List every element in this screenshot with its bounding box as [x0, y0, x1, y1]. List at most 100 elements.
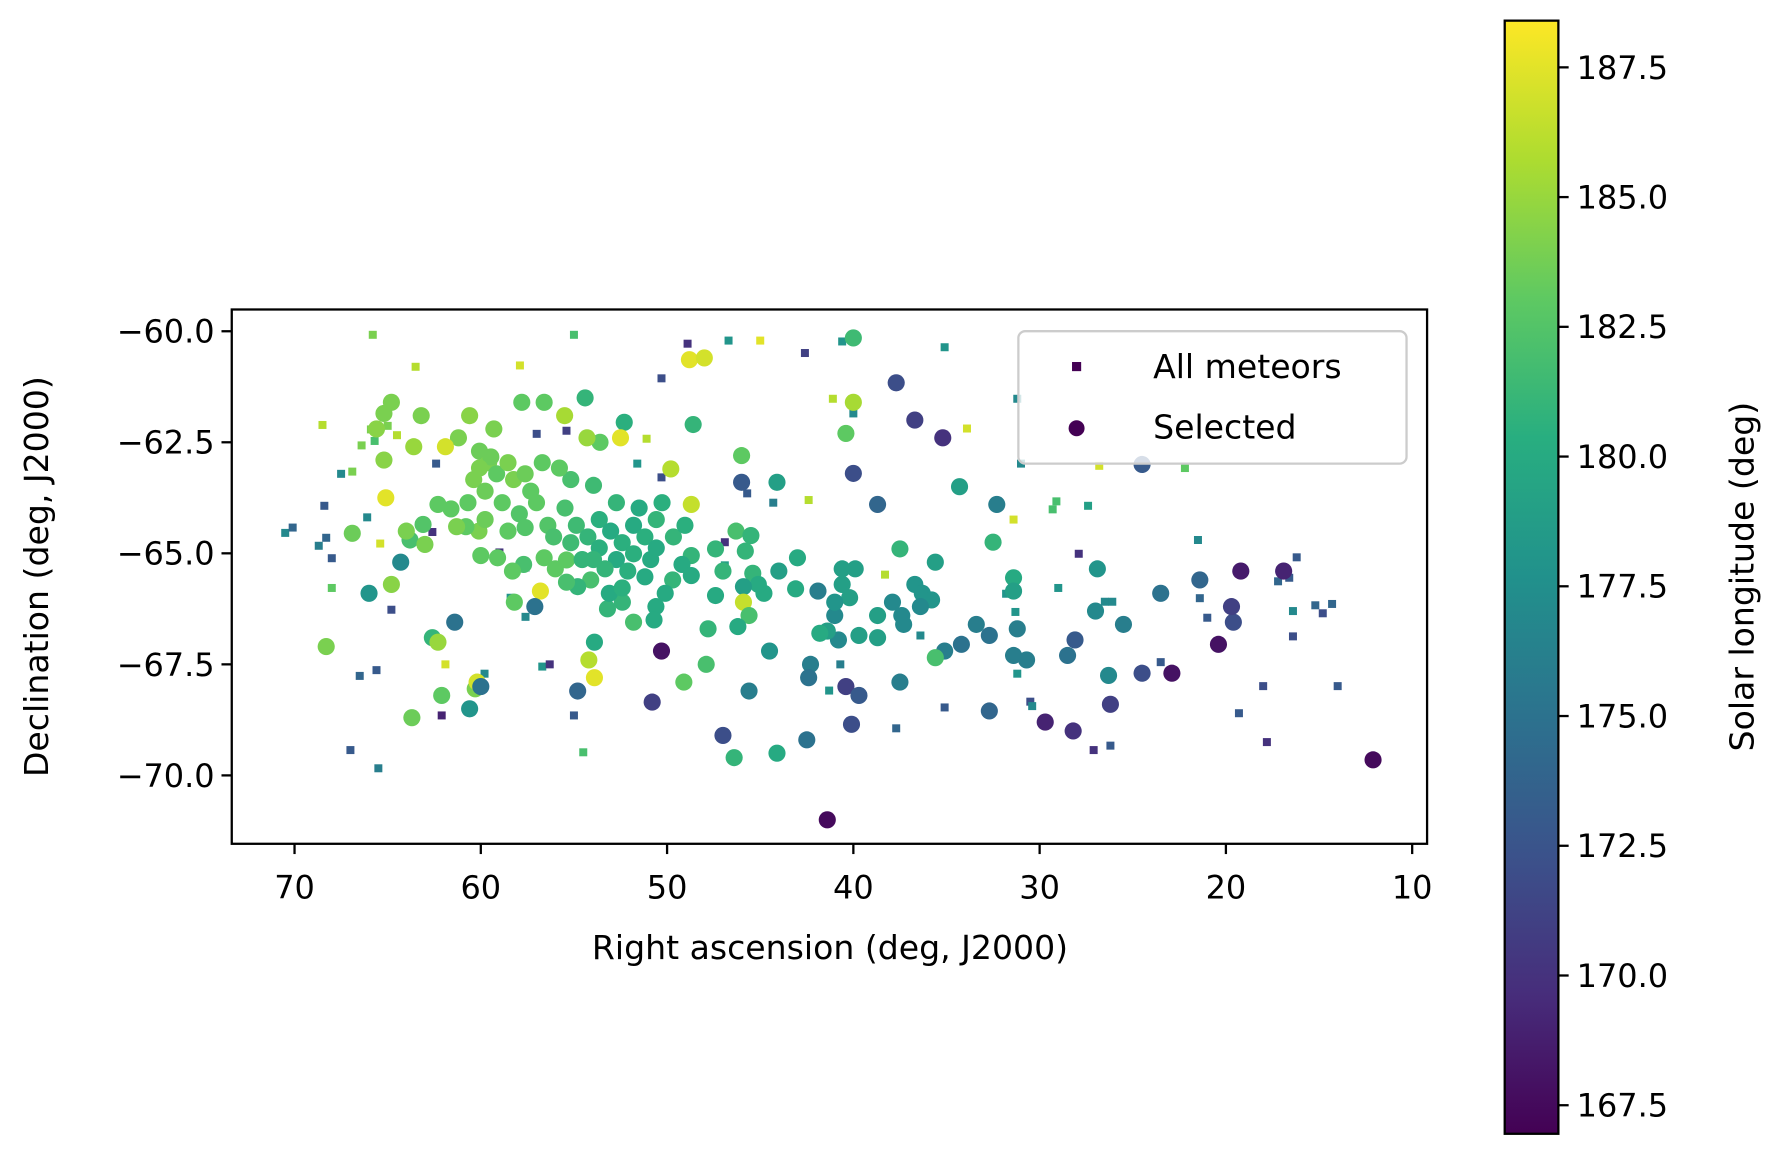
selected-point [493, 494, 511, 512]
selected-point [893, 606, 911, 625]
meteor-point [437, 711, 446, 720]
selected-point [662, 460, 680, 478]
selected-point [499, 522, 517, 540]
selected-point [682, 495, 700, 514]
selected-point [934, 429, 952, 447]
meteor-point [1052, 497, 1061, 506]
y-tick-label: −62.5 [117, 424, 215, 462]
selected-point [343, 524, 361, 542]
meteor-point [372, 666, 381, 675]
meteor-point [1074, 549, 1083, 558]
selected-point [833, 575, 851, 593]
y-tick-label: −67.5 [117, 646, 215, 684]
legend-label-selected: Selected [1153, 408, 1296, 447]
selected-point [833, 560, 851, 578]
selected-point [429, 495, 447, 514]
meteor-point [314, 541, 323, 550]
meteor-point [1262, 738, 1271, 747]
selected-point [826, 593, 844, 611]
meteor-point [428, 528, 437, 537]
selected-point [582, 571, 600, 589]
selected-point [472, 678, 490, 696]
meteor-point [1234, 709, 1243, 718]
legend-marker-square [1072, 362, 1082, 372]
meteor-point [1017, 459, 1026, 468]
selected-point [503, 562, 522, 580]
selected-point [1275, 562, 1293, 580]
meteor-point [1193, 536, 1202, 544]
selected-point [887, 374, 905, 392]
selected-point [611, 429, 630, 447]
selected-point [883, 593, 902, 611]
meteor-point [962, 424, 971, 433]
meteor-point [376, 539, 385, 548]
selected-point [488, 465, 506, 483]
meteor-point [1011, 607, 1020, 616]
selected-point [740, 606, 758, 625]
selected-point [727, 522, 745, 540]
meteor-point [940, 343, 949, 352]
colorbar-gradient [1503, 19, 1560, 1135]
selected-point [768, 744, 786, 762]
meteor-point [916, 631, 925, 640]
meteor-point [940, 703, 949, 712]
selected-point [653, 494, 671, 512]
selected-point [585, 669, 603, 687]
selected-point [545, 528, 563, 546]
legend: All meteors Selected [1017, 330, 1408, 465]
colorbar: 187.5 185.0 182.5 180.0 177.5 175.0 172.5 170.0… [1503, 19, 1762, 1135]
selected-point [736, 542, 754, 560]
selected-point [680, 351, 698, 369]
selected-point [533, 454, 551, 472]
meteor-point [756, 336, 765, 345]
selected-point [448, 518, 466, 536]
selected-point [664, 528, 682, 546]
meteor-point [374, 764, 383, 773]
meteor-point [1084, 501, 1093, 510]
meteor-point [1328, 599, 1337, 608]
selected-point [613, 593, 631, 611]
meteor-point [1292, 553, 1301, 562]
selected-point [584, 476, 603, 494]
meteor-point [348, 467, 357, 476]
legend-box [1017, 330, 1408, 465]
meteor-point [836, 660, 845, 669]
meteor-point [1311, 601, 1320, 610]
y-tick-label: −60.0 [117, 313, 215, 351]
selected-point [706, 540, 725, 558]
selected-point [809, 582, 827, 600]
selected-point [636, 528, 654, 546]
selected-point [1086, 602, 1105, 620]
x-axis-label: Right ascension (deg, J2000) [592, 928, 1068, 967]
selected-point [676, 516, 694, 534]
meteor-point [1288, 607, 1297, 616]
selected-point [624, 545, 643, 563]
selected-point [911, 598, 929, 616]
selected-point [562, 534, 580, 552]
selected-point [397, 522, 415, 540]
meteor-point [327, 554, 336, 563]
selected-point [375, 451, 393, 469]
selected-point [1088, 560, 1106, 578]
x-tick-label: 40 [833, 869, 874, 907]
meteor-point [368, 330, 377, 339]
meteor-point [683, 339, 692, 348]
selected-point [850, 686, 868, 705]
meteor-point [769, 498, 778, 507]
selected-point [472, 546, 490, 565]
selected-point [800, 669, 818, 687]
y-axis-label: Declination (deg, J2000) [17, 376, 56, 777]
selected-point [1004, 569, 1023, 587]
meteor-point [1026, 697, 1035, 706]
selected-point [1008, 620, 1026, 638]
selected-point [926, 553, 944, 571]
meteor-point [318, 420, 327, 429]
selected-point [556, 499, 574, 517]
selected-point [607, 494, 625, 512]
selected-point [392, 553, 410, 571]
meteor-point [800, 349, 809, 358]
selected-point [1066, 631, 1084, 649]
selected-point [596, 560, 614, 578]
selected-point [567, 516, 585, 534]
meteor-point [1028, 702, 1037, 711]
